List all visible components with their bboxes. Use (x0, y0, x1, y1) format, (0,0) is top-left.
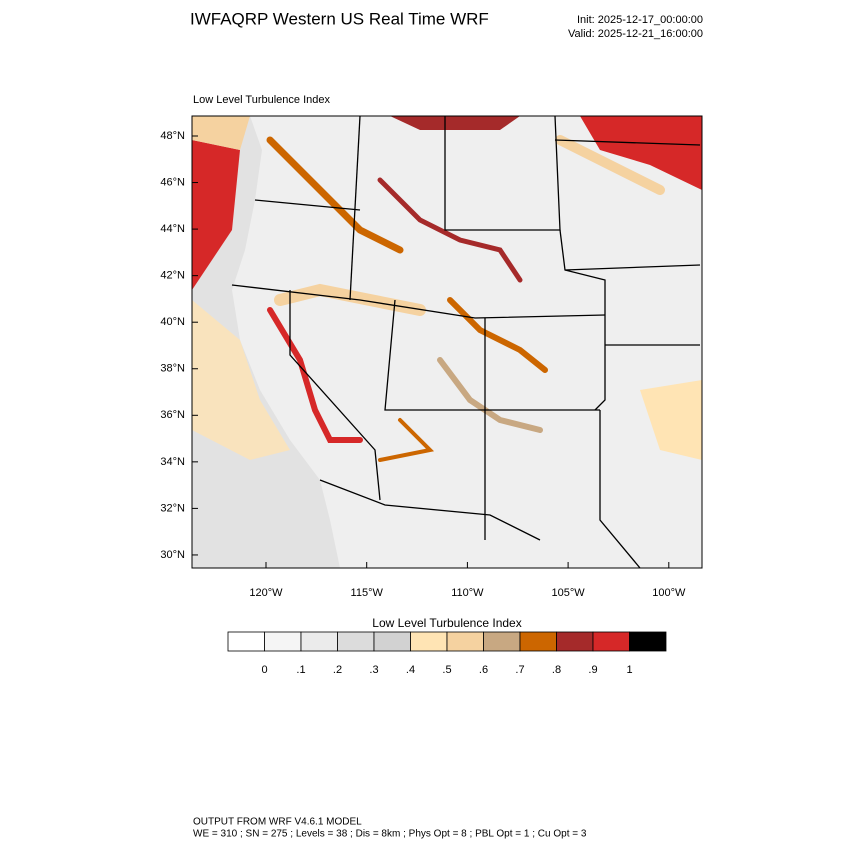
footer-line: WE = 310 ; SN = 275 ; Levels = 38 ; Dis … (193, 829, 587, 840)
colorbar-box (556, 631, 594, 652)
state-borders (231, 116, 701, 568)
colorbar-box (410, 631, 448, 652)
colorbar-box (373, 631, 411, 652)
lat-label: 48°N (160, 130, 185, 142)
lat-label: 36°N (160, 409, 185, 421)
valid-time: Valid: 2025-12-21_16:00:00 (568, 28, 703, 40)
colorbar-label: .8 (552, 664, 561, 676)
turbulence-area (192, 140, 240, 290)
colorbar-box (519, 631, 557, 652)
colorbar-box (264, 631, 302, 652)
colorbar-box (446, 631, 484, 652)
colorbar-label: .6 (479, 664, 488, 676)
colorbar-title: Low Level Turbulence Index (372, 616, 521, 630)
turbulence-area (580, 116, 702, 190)
lat-label: 30°N (160, 549, 185, 561)
ridge-turbulence (266, 135, 665, 462)
colorbar-label: .4 (406, 664, 415, 676)
colorbar-label: 1 (626, 664, 632, 676)
colorbar-box (629, 631, 667, 652)
colorbar-box (300, 631, 338, 652)
init-time: Init: 2025-12-17_00:00:00 (577, 14, 703, 26)
colorbar-box (592, 631, 630, 652)
lon-label: 115°W (351, 587, 384, 599)
lon-label: 105°W (552, 587, 586, 599)
colorbar-label: .1 (296, 664, 305, 676)
lat-label: 42°N (160, 270, 185, 282)
lat-label: 46°N (160, 176, 185, 188)
lat-label: 44°N (160, 223, 185, 235)
map-subtitle: Low Level Turbulence Index (193, 94, 330, 106)
lon-label: 100°W (652, 587, 686, 599)
colorbar-box (337, 631, 375, 652)
colorbar-label: .3 (369, 664, 378, 676)
colorbar-label: 0 (261, 664, 267, 676)
lat-label: 38°N (160, 363, 185, 375)
colorbar-box (483, 631, 521, 652)
footer-line: OUTPUT FROM WRF V4.6.1 MODEL (193, 817, 362, 828)
lat-label: 34°N (160, 456, 185, 468)
colorbar-label: .9 (588, 664, 597, 676)
lat-label: 40°N (160, 316, 185, 328)
map-frame (191, 115, 703, 569)
lat-label: 32°N (160, 502, 185, 514)
lon-label: 110°W (451, 587, 484, 599)
colorbar-label: .5 (442, 664, 451, 676)
turbulence-area (390, 116, 520, 130)
turbulence-area (192, 300, 290, 460)
graticule-labels: 48°N 46°N 44°N 42°N 40°N 38°N 36°N 34°N 32°N 30°N… (160, 130, 686, 599)
turbulence-area (640, 380, 702, 460)
colorbar: 0 .1 .2 .3 .4 .5 .6 .7 .8 .9 1 (227, 631, 667, 676)
colorbar-label: .2 (333, 664, 342, 676)
colorbar-box (227, 631, 265, 652)
title: IWFAQRP Western US Real Time WRF (190, 9, 489, 28)
turbulence-area (192, 116, 250, 150)
lon-label: 120°W (249, 587, 283, 599)
colorbar-label: .7 (515, 664, 524, 676)
map (191, 115, 703, 569)
